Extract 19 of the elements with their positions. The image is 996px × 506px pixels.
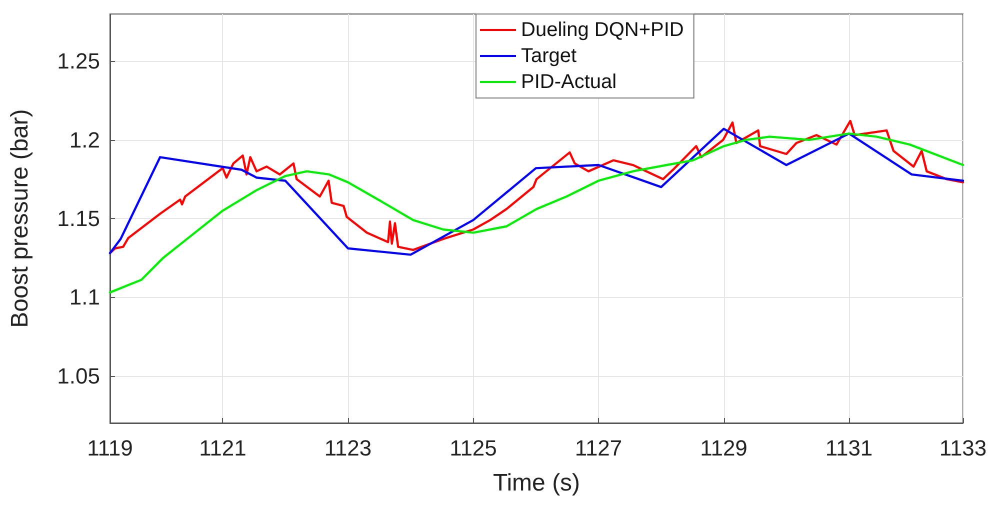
x-tick-label: 1131: [825, 436, 873, 460]
x-tick-label: 1123: [324, 436, 372, 460]
y-tick-label: 1.2: [69, 127, 100, 152]
y-tick-label: 1.05: [57, 363, 100, 388]
x-tick-label: 1121: [199, 436, 246, 460]
legend-label: PID-Actual: [521, 71, 617, 93]
y-tick-label: 1.25: [57, 48, 100, 74]
legend-label: Dueling DQN+PID: [521, 19, 684, 41]
y-tick-label: 1.1: [69, 284, 100, 310]
line-series: [108, 132, 964, 294]
y-tick-label: 1.15: [57, 206, 100, 231]
y-axis-title: Boost pressure (bar): [6, 109, 34, 328]
x-tick-label: 1125: [450, 436, 497, 460]
x-tick-label: 1129: [700, 436, 748, 460]
x-tick-label: 1133: [939, 436, 987, 460]
x-tick-label: 1119: [87, 436, 133, 460]
x-axis-title: Time (s): [492, 470, 580, 496]
legend-label: Target: [521, 45, 578, 67]
x-tick-label: 1127: [574, 436, 622, 460]
